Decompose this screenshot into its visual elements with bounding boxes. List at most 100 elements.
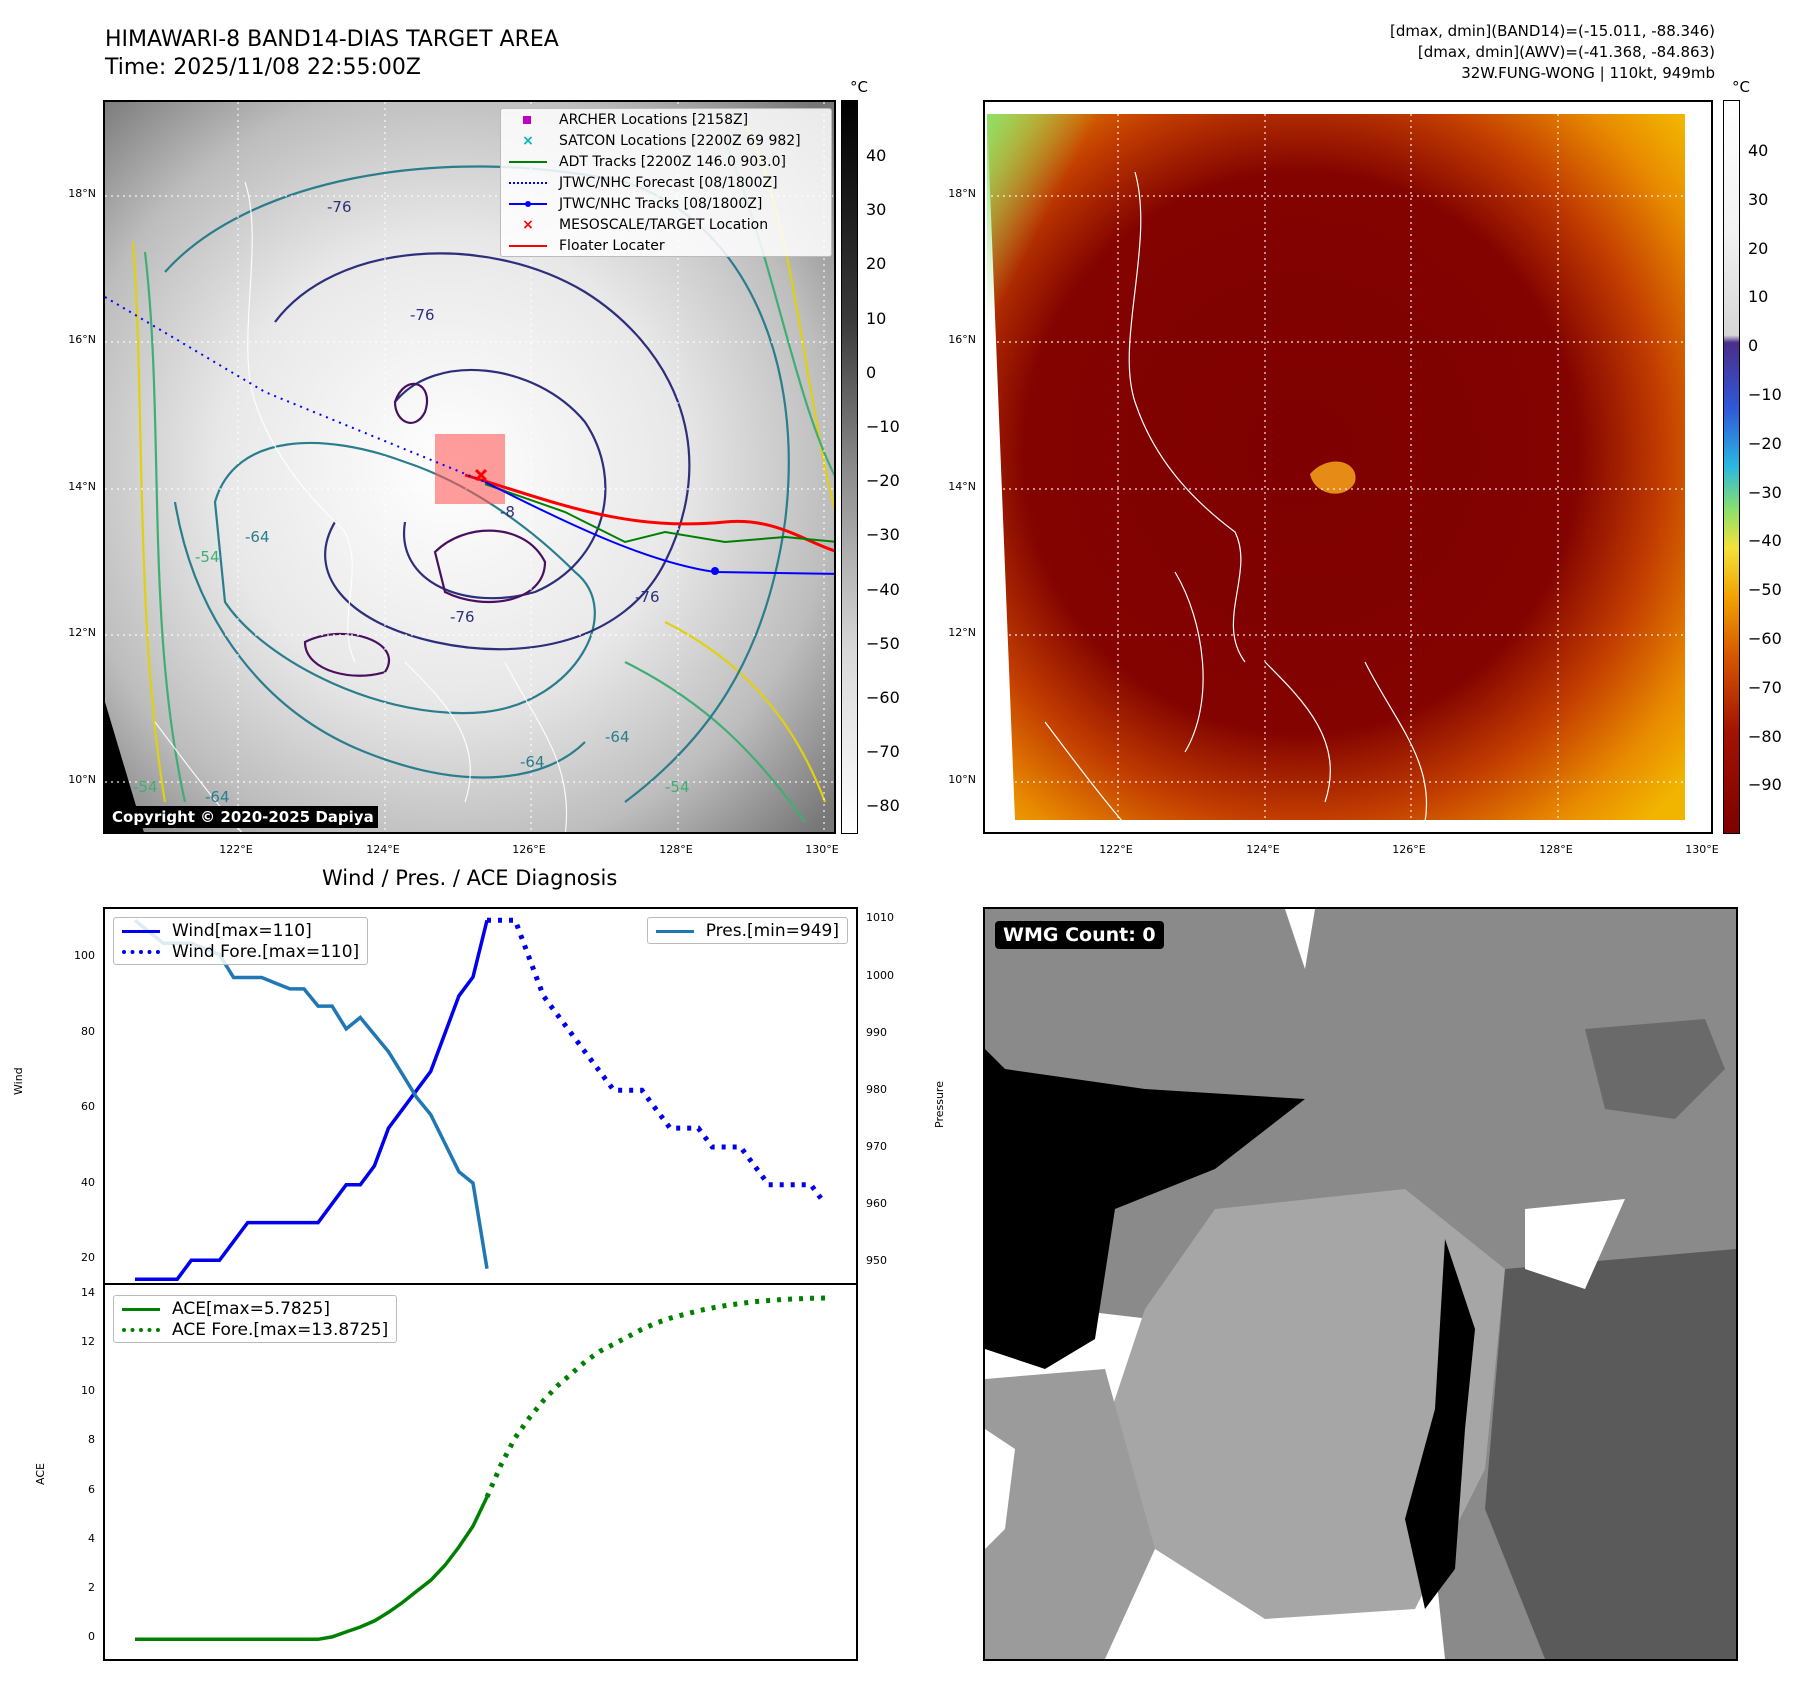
ir-colorbar-unit: °C	[850, 78, 868, 96]
wind-axis-label: Wind	[12, 1067, 25, 1095]
wind-tick-label: 80	[81, 1024, 95, 1038]
legend-line-icon	[122, 1302, 160, 1316]
map-lon-tick-label: 124°E	[1246, 843, 1280, 856]
legend-entry-archer: ARCHER Locations [2158Z]	[501, 109, 831, 130]
dias-colorbar-tick-label: −30	[1748, 482, 1782, 502]
ace-axis-label: ACE	[34, 1463, 47, 1485]
ace-tick-label: 2	[88, 1581, 95, 1595]
legend-line-icon	[509, 239, 547, 253]
contour-label: -64	[205, 788, 230, 806]
legend-label: ADT Tracks [2200Z 146.0 903.0]	[559, 153, 786, 170]
contour-label: -64	[245, 528, 270, 546]
dias-gridlines	[985, 102, 1711, 832]
ir-colorbar	[841, 100, 858, 834]
map-lon-tick-label: 130°E	[805, 843, 839, 856]
legend-entry-floater: Floater Locater	[501, 235, 831, 256]
dias-colorbar-tick-label: −80	[1748, 726, 1782, 746]
series-line-wind-fore	[487, 917, 828, 1206]
map-lon-tick-label: 128°E	[1539, 843, 1573, 856]
ir-colorbar-tick-label: −80	[866, 796, 900, 816]
dias-colorbar-unit: °C	[1732, 78, 1750, 96]
map-lat-tick-label: 16°N	[68, 333, 96, 346]
contour-purple-small	[303, 382, 428, 677]
ir-colorbar-tick-label: 0	[866, 362, 877, 382]
contour-label: -76	[635, 588, 660, 606]
legend-label: JTWC/NHC Tracks [08/1800Z]	[559, 195, 763, 212]
legend-entry-ace: ACE[max=5.7825]	[114, 1298, 396, 1319]
contour-label: -54	[665, 778, 690, 796]
map-lat-tick-label: 10°N	[948, 773, 976, 786]
ace-tick-label: 10	[81, 1384, 95, 1398]
map-lat-tick-label: 16°N	[948, 333, 976, 346]
wmg-black-region	[985, 1049, 1305, 1369]
ir-colorbar-tick-label: −40	[866, 579, 900, 599]
wind-tick-label: 20	[81, 1251, 95, 1265]
ir-map-graphic: -76 -76 -76 -8 -76 -64 -64 -64 -54 -54 -…	[105, 102, 834, 832]
wmg-left-region	[985, 1369, 1155, 1659]
ir-colorbar-tick-label: 30	[866, 200, 887, 220]
pressure-tick-label: 960	[866, 1196, 887, 1210]
legend-entry-wind: Wind[max=110]	[114, 920, 367, 941]
mesoscale-target-marker	[474, 468, 488, 482]
ir-satellite-map: -76 -76 -76 -8 -76 -64 -64 -64 -54 -54 -…	[103, 100, 836, 834]
map-lat-tick-label: 14°N	[68, 480, 96, 493]
wmg-graphic	[985, 909, 1736, 1659]
ace-tick-label: 6	[88, 1482, 95, 1496]
series-line-pres	[133, 919, 489, 1269]
map-lon-tick-label: 130°E	[1685, 843, 1719, 856]
map-lon-tick-label: 128°E	[659, 843, 693, 856]
contour-label: -8	[500, 503, 515, 521]
map-lon-tick-label: 126°E	[1392, 843, 1426, 856]
dias-colorbar-tick-label: 30	[1748, 189, 1769, 209]
ir-colorbar-tick-label: −70	[866, 742, 900, 762]
dias-colorbar-tick-label: −50	[1748, 580, 1782, 600]
ir-colorbar-tick-label: 40	[866, 146, 887, 165]
legend-dotted-line-icon	[122, 1323, 160, 1337]
legend-entry-satcon: × SATCON Locations [2200Z 69 982]	[501, 130, 831, 151]
legend-marker-square-icon	[509, 113, 547, 127]
legend-dotted-line-icon	[509, 176, 547, 190]
map-lon-tick-label: 126°E	[512, 843, 546, 856]
dias-colorbar-tick-label: −70	[1748, 677, 1782, 697]
contour-eye-purple	[433, 529, 547, 604]
diagnosis-title: Wind / Pres. / ACE Diagnosis	[322, 866, 618, 890]
pressure-axis-label: Pressure	[933, 1081, 946, 1128]
contour-teal-outer	[164, 165, 790, 803]
coastline-luzon	[244, 181, 356, 663]
map-lat-tick-label: 12°N	[68, 626, 96, 639]
ace-tick-label: 8	[88, 1433, 95, 1447]
dias-colorbar	[1723, 100, 1740, 834]
chart-title-line1: HIMAWARI-8 BAND14-DIAS TARGET AREA	[105, 27, 559, 52]
ace-chart: ACE[max=5.7825] ACE Fore.[max=13.8725]	[103, 1283, 858, 1661]
legend-dotted-line-icon	[122, 945, 160, 959]
contour-label: -54	[133, 778, 158, 796]
ace-tick-label: 14	[81, 1285, 95, 1299]
wmg-map: WMG Count: 0	[983, 907, 1738, 1661]
legend-entry-jtwc-tracks: JTWC/NHC Tracks [08/1800Z]	[501, 193, 831, 214]
dias-colorbar-tick-label: −90	[1748, 775, 1782, 795]
ir-legend: ARCHER Locations [2158Z] × SATCON Locatio…	[500, 108, 832, 257]
jtwc-track-point	[711, 567, 719, 575]
contour-label: -76	[450, 608, 475, 626]
ir-colorbar-tick-label: −20	[866, 471, 900, 491]
wmg-mid-region	[1585, 1019, 1725, 1119]
dias-map-graphic	[985, 102, 1711, 832]
legend-label: ARCHER Locations [2158Z]	[559, 111, 749, 128]
legend-entry-wind-forecast: Wind Fore.[max=110]	[114, 941, 367, 962]
legend-line-icon	[509, 155, 547, 169]
ace-tick-label: 4	[88, 1531, 95, 1545]
series-line-wind	[135, 919, 489, 1281]
legend-marker-x-icon: ×	[522, 216, 534, 233]
archer-target-box	[435, 434, 505, 504]
map-lon-tick-label: 124°E	[366, 843, 400, 856]
pressure-tick-label: 1010	[866, 911, 894, 925]
wmg-count-badge: WMG Count: 0	[995, 921, 1164, 949]
contour-label: -76	[410, 306, 435, 324]
ir-colorbar-tick-label: 10	[866, 308, 887, 328]
wind-legend: Wind[max=110] Wind Fore.[max=110]	[113, 917, 369, 965]
wmg-dark-region	[1485, 1249, 1736, 1659]
legend-label: ACE Fore.[max=13.8725]	[172, 1319, 389, 1340]
series-line-ace-fore	[484, 1295, 826, 1498]
legend-entry-adt: ADT Tracks [2200Z 146.0 903.0]	[501, 151, 831, 172]
pressure-tick-label: 950	[866, 1254, 887, 1267]
